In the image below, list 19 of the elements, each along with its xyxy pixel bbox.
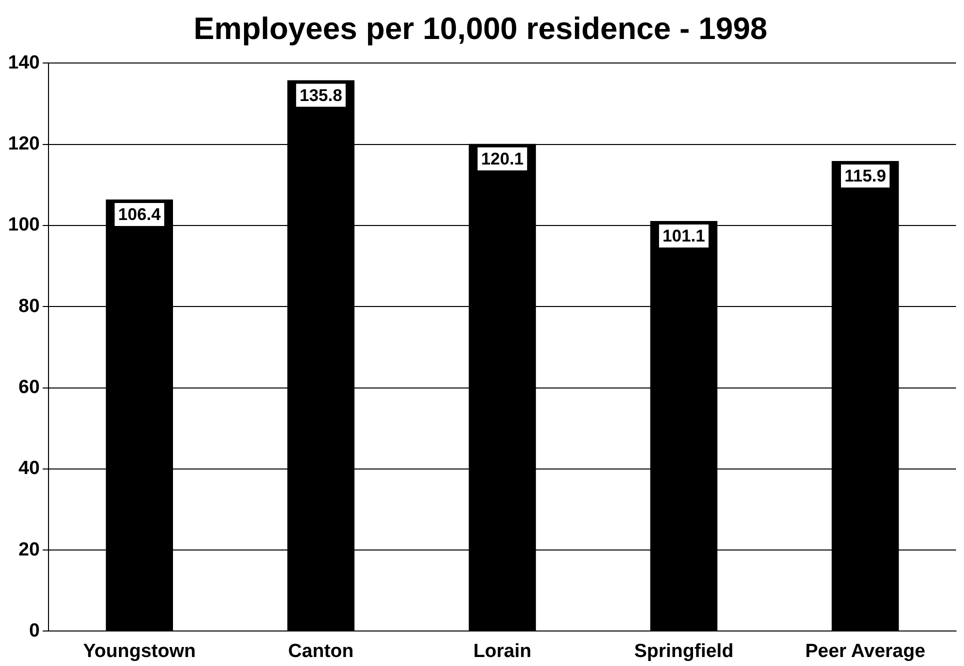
y-tick-label: 20 [18,539,40,560]
x-tick-label: Springfield [634,640,734,662]
y-tick-label: 40 [18,458,40,480]
data-label: 135.8 [300,86,342,105]
data-label: 120.1 [481,150,524,169]
y-tick-label: 140 [8,52,40,74]
y-tick-label: 80 [18,296,40,317]
y-tick-label: 120 [8,134,40,155]
y-tick-label: 60 [18,377,40,398]
x-tick-label: Lorain [473,640,532,662]
y-tick-label: 0 [29,620,40,642]
data-label: 106.4 [118,205,162,224]
y-tick-label: 100 [8,214,40,236]
x-tick-label: Youngstown [83,640,196,662]
data-label: 115.9 [844,166,886,186]
chart-title: Employees per 10,000 residence - 1998 [194,11,768,46]
x-tick-label: Peer Average [805,640,926,662]
x-tick-label: Canton [288,640,354,662]
data-label: 101.1 [662,226,706,246]
